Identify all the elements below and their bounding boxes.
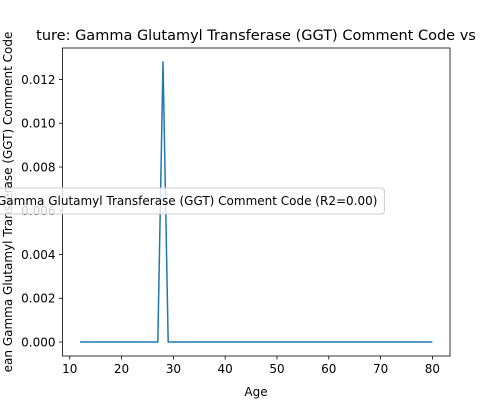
y-tick-label: 0.002 [21, 292, 55, 306]
series-layer [80, 61, 433, 343]
x-tick-label: 60 [321, 362, 336, 376]
x-axis-label: Age [244, 385, 267, 399]
y-tick-label: 0.012 [21, 73, 55, 87]
y-tick-label: 0.010 [21, 117, 55, 131]
y-tick-label: 0.008 [21, 160, 55, 174]
x-tick-label: 40 [218, 362, 233, 376]
x-tick-label: 50 [269, 362, 284, 376]
y-tick-label: 0.004 [21, 248, 55, 262]
y-tick-label: 0.000 [21, 335, 55, 349]
legend-box [0, 187, 385, 215]
legend-entry-label: Gamma Glutamyl Transferase (GGT) Comment… [0, 194, 377, 208]
x-tick-label: 30 [166, 362, 181, 376]
x-tick-label: 10 [62, 362, 77, 376]
x-tick-label: 20 [114, 362, 129, 376]
x-axis-ticks: 10 20 30 40 50 60 70 80 [62, 356, 440, 376]
x-tick-label: 80 [425, 362, 440, 376]
series-line [80, 61, 433, 343]
legend: Gamma Glutamyl Transferase (GGT) Comment… [0, 187, 385, 215]
chart-title: ture: Gamma Glutamyl Transferase (GGT) C… [36, 28, 476, 44]
x-tick-label: 70 [373, 362, 388, 376]
